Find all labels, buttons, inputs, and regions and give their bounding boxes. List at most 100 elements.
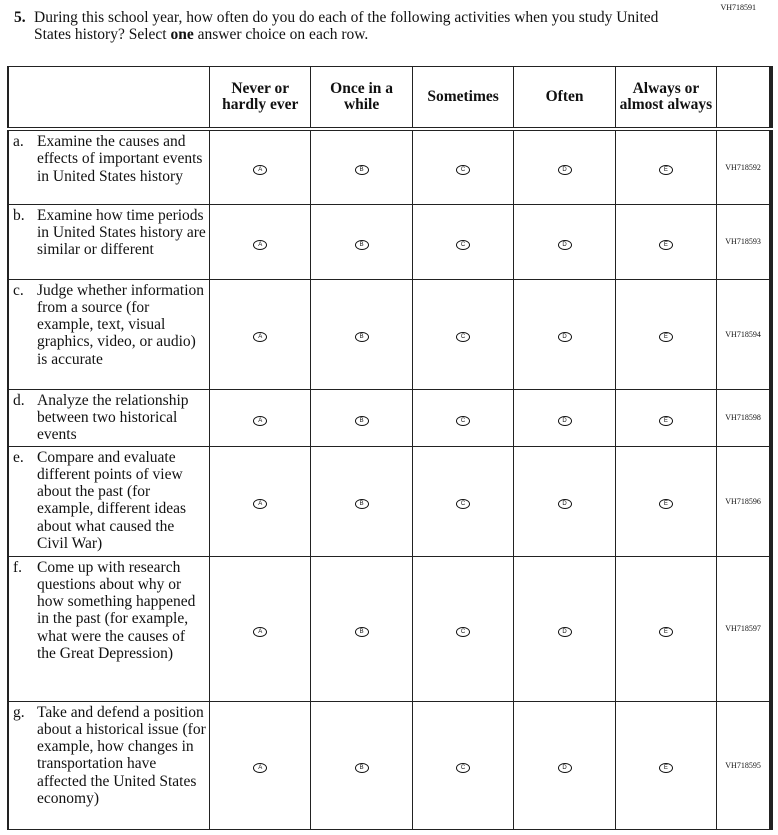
answer-bubble-b[interactable]: B xyxy=(354,165,369,176)
table-row: c. Judge whether information from a sourc… xyxy=(7,278,774,390)
header-blank xyxy=(7,66,211,130)
row-code: VH718598 xyxy=(716,388,774,447)
answer-cell: A xyxy=(209,555,312,702)
answer-bubble-c[interactable]: C xyxy=(456,165,471,176)
answer-cell: A xyxy=(209,388,312,447)
answer-cell: E xyxy=(614,278,718,390)
answer-bubble-d[interactable]: D xyxy=(557,165,572,176)
answer-bubble-a[interactable]: A xyxy=(253,332,268,342)
answer-cell: B xyxy=(310,203,413,280)
answer-bubble-c[interactable]: C xyxy=(456,763,471,773)
answer-bubble-d[interactable]: D xyxy=(557,239,572,250)
answer-cell: B xyxy=(310,278,413,390)
row-code: VH718595 xyxy=(716,700,774,830)
answer-cell: B xyxy=(310,388,413,447)
item-code: VH718591 xyxy=(720,3,756,12)
answer-bubble-c[interactable]: C xyxy=(456,626,471,637)
row-label: c. Judge whether information from a sourc… xyxy=(7,278,211,390)
answer-cell: D xyxy=(513,555,616,702)
row-letter: c. xyxy=(13,281,24,299)
answer-cell: B xyxy=(310,700,413,830)
answer-cell: D xyxy=(513,203,616,280)
answer-cell: D xyxy=(513,388,616,447)
answer-bubble-e[interactable]: E xyxy=(658,332,673,342)
row-text: Examine the causes and effects of import… xyxy=(37,133,203,185)
answer-cell: D xyxy=(513,445,616,557)
answer-bubble-d[interactable]: D xyxy=(557,332,572,342)
answer-bubble-d[interactable]: D xyxy=(557,415,572,426)
answer-cell: A xyxy=(209,203,312,280)
header-often: Often xyxy=(513,66,616,130)
answer-cell: A xyxy=(209,278,312,390)
answer-bubble-d[interactable]: D xyxy=(557,499,572,509)
answer-bubble-b[interactable]: B xyxy=(354,332,369,342)
header-code xyxy=(716,66,774,130)
answer-cell: B xyxy=(310,555,413,702)
answer-bubble-e[interactable]: E xyxy=(658,165,673,176)
row-letter: b. xyxy=(13,206,25,224)
answer-bubble-b[interactable]: B xyxy=(354,499,369,509)
table-row: b. Examine how time periods in United Sta… xyxy=(7,203,774,280)
answer-bubble-b[interactable]: B xyxy=(354,626,369,637)
answer-bubble-e[interactable]: E xyxy=(658,626,673,637)
answer-bubble-d[interactable]: D xyxy=(557,626,572,637)
question-prompt: 5. During this school year, how often do… xyxy=(14,9,694,43)
answer-cell: C xyxy=(411,203,515,280)
row-text: Examine how time periods in United State… xyxy=(37,206,206,259)
row-text: Come up with research questions about wh… xyxy=(37,558,196,662)
answer-bubble-b[interactable]: B xyxy=(354,415,369,426)
answer-bubble-c[interactable]: C xyxy=(456,499,471,509)
answer-cell: E xyxy=(614,203,718,280)
row-text: Analyze the relationship between two his… xyxy=(37,391,189,444)
header-always: Always or almost always xyxy=(614,66,718,130)
header-sometimes: Sometimes xyxy=(411,66,515,130)
row-label: d. Analyze the relationship between two h… xyxy=(7,388,211,447)
answer-cell: A xyxy=(209,700,312,830)
answer-bubble-a[interactable]: A xyxy=(253,415,268,426)
header-once: Once in a while xyxy=(310,66,413,130)
answer-cell: C xyxy=(411,445,515,557)
answer-bubble-a[interactable]: A xyxy=(253,626,268,637)
question-number: 5. xyxy=(14,9,26,26)
row-text: Judge whether information from a source … xyxy=(37,281,205,368)
answer-cell: A xyxy=(209,445,312,557)
table-row: f. Come up with research questions about … xyxy=(7,555,774,702)
answer-cell: C xyxy=(411,128,515,205)
answer-cell: C xyxy=(411,700,515,830)
answer-bubble-d[interactable]: D xyxy=(557,763,572,773)
answer-cell: D xyxy=(513,700,616,830)
row-label: a. Examine the causes and effects of impo… xyxy=(7,128,211,205)
row-code: VH718597 xyxy=(716,555,774,702)
answer-bubble-c[interactable]: C xyxy=(456,415,471,426)
answer-bubble-a[interactable]: A xyxy=(253,239,268,250)
question-text-emphasis: one xyxy=(170,26,194,43)
answer-bubble-b[interactable]: B xyxy=(354,239,369,250)
question-text-part: answer choice on each row. xyxy=(193,26,369,43)
table-row: a. Examine the causes and effects of impo… xyxy=(7,128,774,205)
answer-bubble-a[interactable]: A xyxy=(253,763,268,773)
row-text: Take and defend a position about a histo… xyxy=(37,703,206,807)
answer-bubble-e[interactable]: E xyxy=(658,415,673,426)
row-label: e. Compare and evaluate different points … xyxy=(7,445,211,557)
answer-bubble-c[interactable]: C xyxy=(456,332,471,342)
answer-bubble-a[interactable]: A xyxy=(253,165,268,176)
answer-bubble-a[interactable]: A xyxy=(253,499,268,509)
row-letter: f. xyxy=(13,558,23,576)
table-row: e. Compare and evaluate different points … xyxy=(7,445,774,557)
row-letter: a. xyxy=(13,133,24,150)
row-letter: g. xyxy=(13,703,25,721)
answer-cell: B xyxy=(310,128,413,205)
answer-bubble-e[interactable]: E xyxy=(658,763,673,773)
answer-bubble-c[interactable]: C xyxy=(456,239,471,250)
row-label: g. Take and defend a position about a his… xyxy=(7,700,211,830)
answer-bubble-e[interactable]: E xyxy=(658,499,673,509)
answer-cell: E xyxy=(614,700,718,830)
answer-cell: E xyxy=(614,128,718,205)
answer-cell: C xyxy=(411,388,515,447)
row-code: VH718596 xyxy=(716,445,774,557)
question-text-part: During this school year, how often do yo… xyxy=(34,9,659,43)
answer-bubble-b[interactable]: B xyxy=(354,763,369,773)
row-label: b. Examine how time periods in United Sta… xyxy=(7,203,211,280)
answer-bubble-e[interactable]: E xyxy=(658,239,673,250)
row-label: f. Come up with research questions about … xyxy=(7,555,211,702)
